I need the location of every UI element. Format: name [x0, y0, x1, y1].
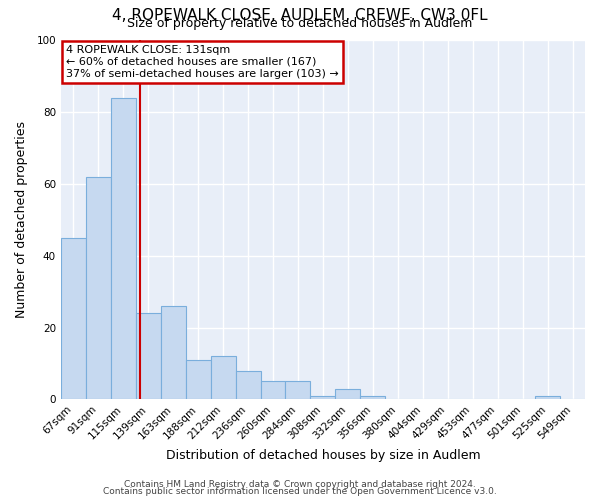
Bar: [185, 360, 211, 400]
Bar: [136, 313, 161, 400]
Text: Contains HM Land Registry data © Crown copyright and database right 2024.: Contains HM Land Registry data © Crown c…: [124, 480, 476, 489]
Bar: [211, 356, 236, 400]
Bar: [236, 370, 260, 400]
Text: Contains public sector information licensed under the Open Government Licence v3: Contains public sector information licen…: [103, 488, 497, 496]
Bar: [361, 396, 385, 400]
Text: 4 ROPEWALK CLOSE: 131sqm
← 60% of detached houses are smaller (167)
37% of semi-: 4 ROPEWALK CLOSE: 131sqm ← 60% of detach…: [66, 46, 339, 78]
Bar: [61, 238, 86, 400]
Bar: [286, 382, 310, 400]
Bar: [86, 176, 111, 400]
Bar: [310, 396, 335, 400]
Y-axis label: Number of detached properties: Number of detached properties: [15, 121, 28, 318]
Bar: [535, 396, 560, 400]
Bar: [111, 98, 136, 400]
Bar: [335, 388, 361, 400]
Bar: [161, 306, 185, 400]
Text: Size of property relative to detached houses in Audlem: Size of property relative to detached ho…: [127, 18, 473, 30]
X-axis label: Distribution of detached houses by size in Audlem: Distribution of detached houses by size …: [166, 450, 480, 462]
Bar: [260, 382, 286, 400]
Text: 4, ROPEWALK CLOSE, AUDLEM, CREWE, CW3 0FL: 4, ROPEWALK CLOSE, AUDLEM, CREWE, CW3 0F…: [112, 8, 488, 22]
